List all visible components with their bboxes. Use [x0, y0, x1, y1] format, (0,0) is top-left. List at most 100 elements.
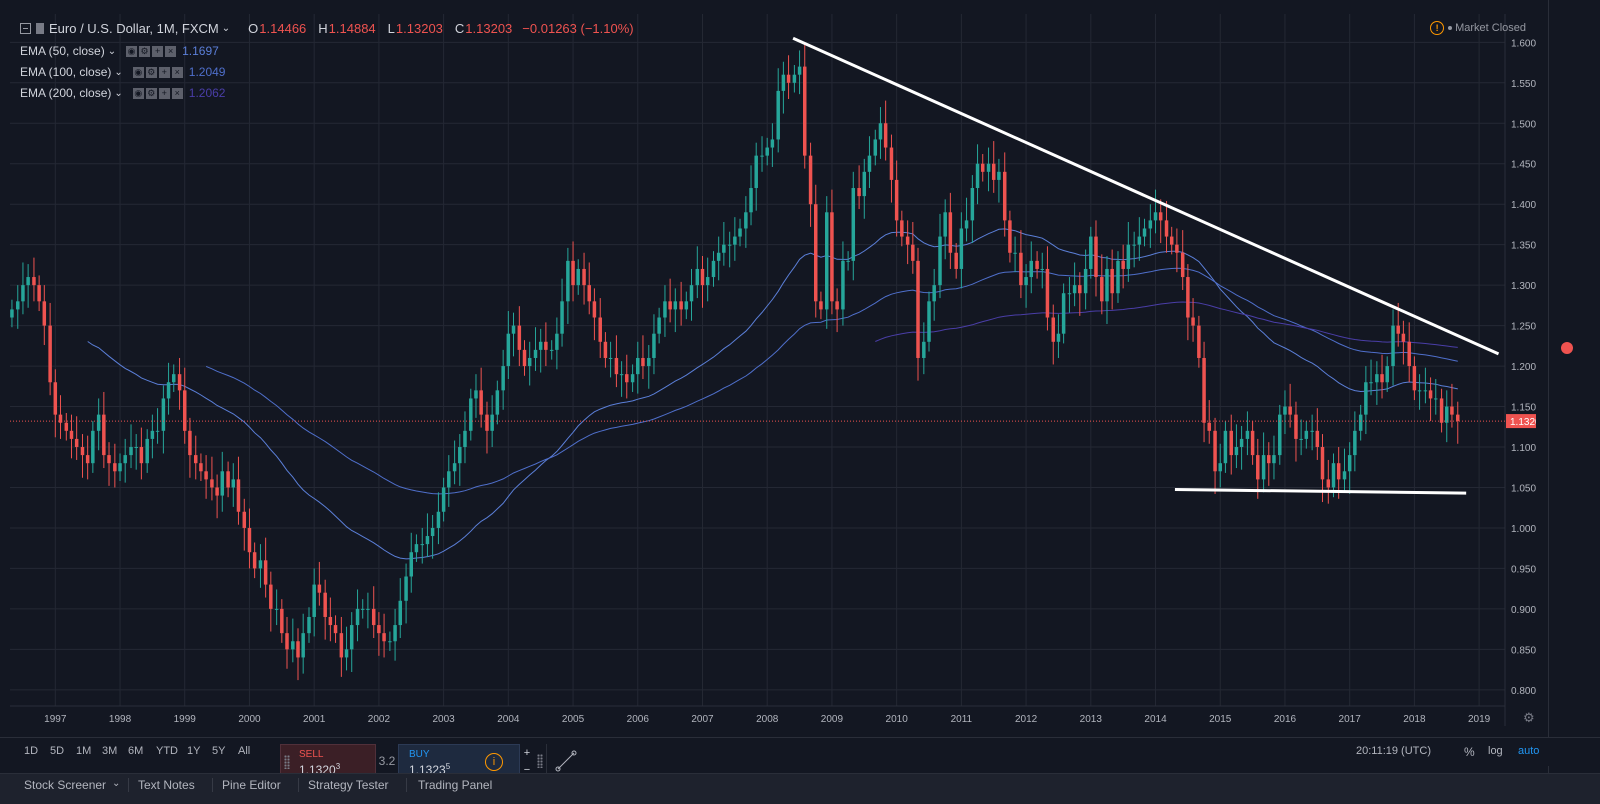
indicator-buttons[interactable]: ◉ ⚙ + ×	[132, 87, 183, 99]
indicator-buttons[interactable]: ◉ ⚙ + ×	[132, 66, 183, 78]
buy-price-sup: 5	[445, 762, 451, 771]
ohlc-high-label: H	[318, 21, 328, 36]
info-icon[interactable]: i	[485, 753, 503, 771]
gear-icon[interactable]: ⚙	[145, 66, 157, 78]
candle-body	[1207, 422, 1211, 431]
candle-body	[830, 212, 834, 302]
tab-stock-screener[interactable]: Stock Screener	[24, 778, 107, 792]
candle-body	[501, 366, 505, 391]
drawing-tool[interactable]	[537, 744, 579, 778]
candle-body	[1439, 398, 1444, 423]
plus-icon[interactable]: +	[523, 746, 531, 759]
y-tick-label: 1.55000	[1511, 79, 1536, 90]
more-icon[interactable]: +	[158, 87, 170, 99]
more-icon[interactable]: +	[152, 45, 164, 57]
gear-icon[interactable]: ⚙	[139, 45, 151, 57]
close-icon[interactable]: ×	[171, 66, 183, 78]
sell-button[interactable]: SELL 1.13203	[280, 744, 376, 778]
log-toggle[interactable]: log	[1488, 745, 1503, 757]
ema200-line	[875, 301, 1458, 348]
tab-pine-editor[interactable]: Pine Editor	[222, 778, 281, 792]
indicator-label[interactable]: EMA (50, close)	[20, 44, 105, 58]
chevron-down-icon[interactable]: ⌄	[221, 23, 231, 34]
eye-icon[interactable]: ◉	[132, 87, 144, 99]
range-5d[interactable]: 5D	[50, 745, 65, 757]
candle-body	[1417, 390, 1422, 392]
buy-label: BUY	[409, 749, 430, 760]
tab-strategy-tester[interactable]: Strategy Tester	[308, 778, 389, 792]
quantity-stepper[interactable]: + −	[520, 744, 534, 778]
range-6m[interactable]: 6M	[128, 745, 144, 757]
candle-body	[139, 447, 144, 464]
drag-handle-icon[interactable]	[537, 754, 543, 768]
candle-body	[1213, 430, 1217, 472]
candle-body	[32, 277, 36, 286]
indicator-row-ema100[interactable]: EMA (100, close) ⌄ ◉ ⚙ + × 1.2049	[20, 65, 225, 79]
candle-body	[414, 544, 419, 553]
candle-body	[733, 236, 737, 245]
candle-body	[1013, 252, 1017, 254]
market-status[interactable]: ! Market Closed	[1430, 21, 1526, 35]
candle-body	[1320, 447, 1325, 480]
candle-body	[582, 268, 586, 286]
candle-body	[252, 552, 257, 569]
range-1m[interactable]: 1M	[76, 745, 92, 757]
trendline-tool-icon[interactable]	[553, 748, 579, 774]
candle-body	[603, 341, 608, 358]
candle-body	[452, 463, 457, 472]
candle-body	[1396, 325, 1400, 334]
more-icon[interactable]: +	[158, 66, 170, 78]
candle-body	[1304, 430, 1309, 439]
auto-toggle[interactable]: auto	[1518, 745, 1540, 757]
indicator-buttons[interactable]: ◉ ⚙ + ×	[126, 45, 177, 57]
gear-icon[interactable]: ⚙	[145, 87, 157, 99]
drag-handle-icon[interactable]	[284, 755, 290, 769]
candle-body	[1299, 438, 1303, 440]
eye-icon[interactable]: ◉	[126, 45, 138, 57]
symbol-title[interactable]: Euro / U.S. Dollar, 1M, FXCM	[49, 21, 219, 36]
indicator-value: 1.2062	[188, 86, 226, 100]
minus-icon[interactable]: −	[523, 763, 531, 776]
candle-body	[948, 212, 953, 253]
range-all[interactable]: All	[238, 745, 251, 757]
candle-body	[150, 430, 155, 439]
candle-body	[430, 527, 435, 537]
range-1y[interactable]: 1Y	[187, 745, 201, 757]
range-5y[interactable]: 5Y	[212, 745, 226, 757]
y-tick-label: 1.30000	[1511, 281, 1536, 292]
candle-body	[280, 608, 284, 634]
candle-body	[825, 212, 829, 310]
tab-trading-panel[interactable]: Trading Panel	[418, 778, 493, 792]
close-icon[interactable]: ×	[165, 45, 177, 57]
candle-body	[155, 430, 160, 432]
alert-dot-icon[interactable]	[1561, 342, 1573, 354]
eye-icon[interactable]: ◉	[132, 66, 144, 78]
candle-body	[1261, 455, 1266, 480]
chart-svg[interactable]: 0.80000 0.85000 0.90000 0.95000 1.00000 1.050…	[10, 14, 1536, 726]
x-tick-label: 2002	[368, 714, 391, 725]
range-ytd[interactable]: YTD	[156, 745, 178, 757]
chevron-down-icon[interactable]: ⌄	[112, 778, 121, 789]
spread: 3.2	[378, 754, 396, 768]
candle-body	[506, 333, 511, 367]
indicator-row-ema200[interactable]: EMA (200, close) ⌄ ◉ ⚙ + × 1.2062	[20, 86, 225, 100]
tab-text-notes[interactable]: Text Notes	[138, 778, 195, 792]
collapse-icon[interactable]	[20, 23, 31, 34]
price-chart[interactable]: 0.80000 0.85000 0.90000 0.95000 1.00000 1.050…	[10, 14, 1536, 726]
close-icon[interactable]: ×	[171, 87, 183, 99]
range-1d[interactable]: 1D	[24, 745, 39, 757]
candle-body	[96, 414, 101, 431]
candle-body	[652, 333, 656, 358]
chevron-down-icon[interactable]: ⌄	[107, 45, 117, 57]
indicator-label[interactable]: EMA (100, close)	[20, 65, 112, 79]
indicator-label[interactable]: EMA (200, close)	[20, 86, 112, 100]
range-3m[interactable]: 3M	[102, 745, 118, 757]
chevron-down-icon[interactable]: ⌄	[114, 66, 123, 78]
indicator-row-ema50[interactable]: EMA (50, close) ⌄ ◉ ⚙ + × 1.1697	[20, 44, 219, 58]
chevron-down-icon[interactable]: ⌄	[114, 87, 123, 99]
candle-body	[1385, 366, 1389, 383]
candle-body	[166, 382, 171, 399]
percent-toggle[interactable]: %	[1464, 745, 1475, 759]
candle-body	[349, 625, 354, 650]
y-tick-label: 1.40000	[1511, 200, 1536, 211]
